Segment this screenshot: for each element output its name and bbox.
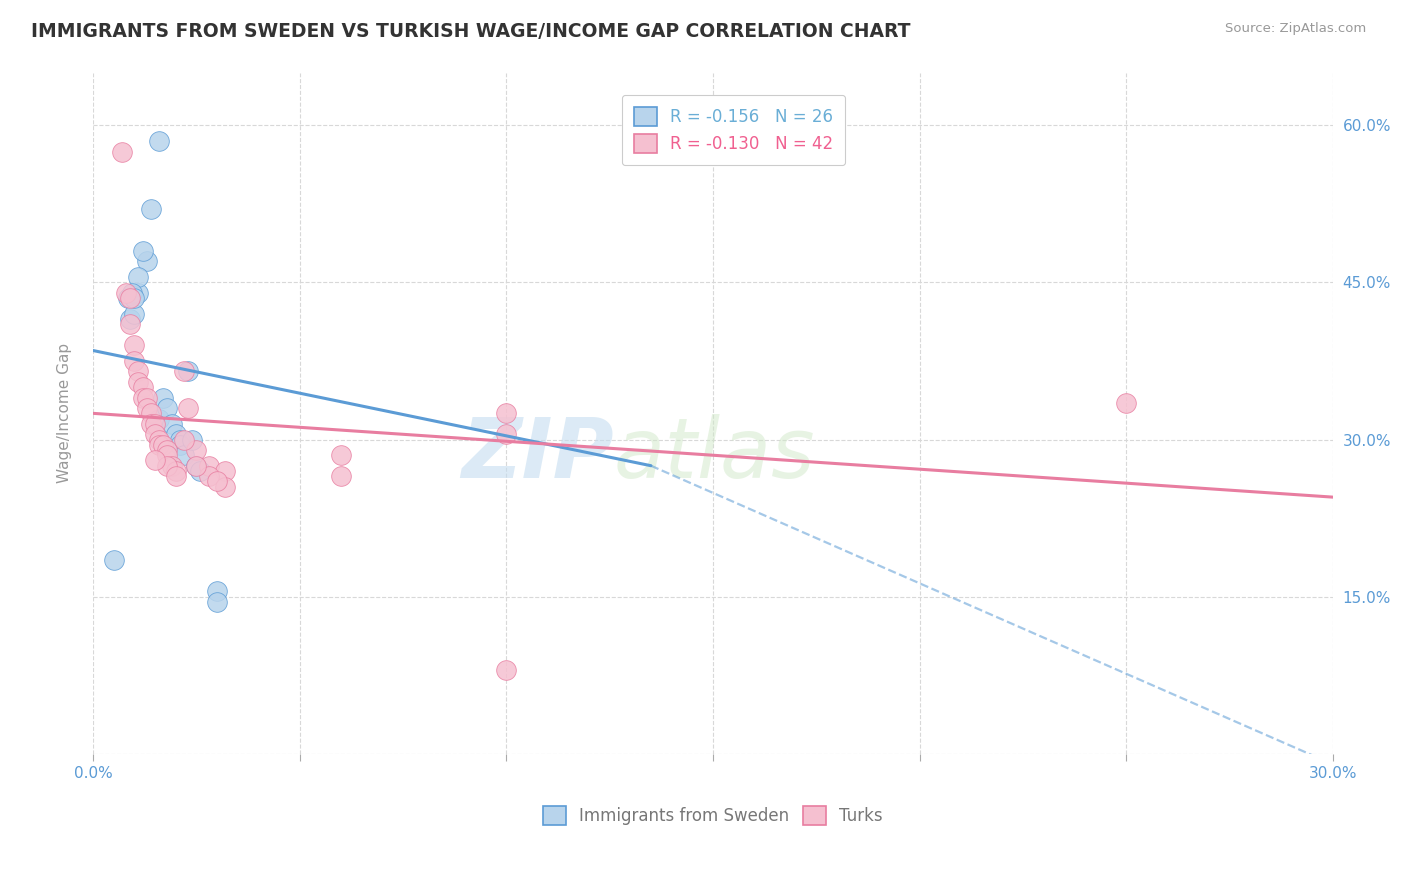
- Point: [124, 291, 146, 305]
- Point: [156, 458, 179, 473]
- Legend: Immigrants from Sweden, Turks: Immigrants from Sweden, Turks: [536, 799, 890, 832]
- Point: [165, 427, 187, 442]
- Point: [131, 391, 153, 405]
- Point: [124, 307, 146, 321]
- Point: [205, 584, 228, 599]
- Point: [131, 380, 153, 394]
- Point: [131, 244, 153, 258]
- Point: [173, 364, 195, 378]
- Point: [197, 458, 219, 473]
- Text: ZIP: ZIP: [461, 414, 613, 495]
- Point: [205, 595, 228, 609]
- Point: [135, 254, 157, 268]
- Point: [148, 134, 170, 148]
- Point: [186, 442, 208, 457]
- Point: [148, 433, 170, 447]
- Point: [148, 438, 170, 452]
- Point: [127, 364, 149, 378]
- Point: [152, 438, 174, 452]
- Point: [139, 406, 162, 420]
- Point: [120, 312, 142, 326]
- Point: [186, 458, 208, 473]
- Text: Source: ZipAtlas.com: Source: ZipAtlas.com: [1226, 22, 1367, 36]
- Y-axis label: Wage/Income Gap: Wage/Income Gap: [58, 343, 72, 483]
- Point: [495, 406, 517, 420]
- Point: [177, 364, 200, 378]
- Point: [152, 391, 174, 405]
- Point: [111, 145, 134, 159]
- Point: [177, 401, 200, 416]
- Point: [197, 469, 219, 483]
- Point: [156, 442, 179, 457]
- Point: [495, 427, 517, 442]
- Point: [160, 417, 183, 431]
- Point: [120, 318, 142, 332]
- Point: [165, 469, 187, 483]
- Point: [181, 433, 204, 447]
- Point: [173, 433, 195, 447]
- Point: [117, 291, 139, 305]
- Point: [143, 427, 166, 442]
- Point: [205, 475, 228, 489]
- Point: [120, 291, 142, 305]
- Point: [156, 448, 179, 462]
- Point: [165, 464, 187, 478]
- Point: [214, 480, 236, 494]
- Text: atlas: atlas: [613, 414, 815, 495]
- Point: [103, 553, 125, 567]
- Point: [495, 663, 517, 677]
- Text: IMMIGRANTS FROM SWEDEN VS TURKISH WAGE/INCOME GAP CORRELATION CHART: IMMIGRANTS FROM SWEDEN VS TURKISH WAGE/I…: [31, 22, 911, 41]
- Point: [214, 464, 236, 478]
- Point: [186, 458, 208, 473]
- Point: [139, 202, 162, 216]
- Point: [127, 270, 149, 285]
- Point: [190, 464, 212, 478]
- Point: [121, 285, 143, 300]
- Point: [143, 453, 166, 467]
- Point: [160, 458, 183, 473]
- Point: [156, 401, 179, 416]
- Point: [135, 391, 157, 405]
- Point: [1115, 396, 1137, 410]
- Point: [124, 338, 146, 352]
- Point: [127, 375, 149, 389]
- Point: [148, 411, 170, 425]
- Point: [135, 401, 157, 416]
- Point: [143, 417, 166, 431]
- Point: [169, 438, 191, 452]
- Point: [124, 354, 146, 368]
- Point: [173, 448, 195, 462]
- Point: [330, 448, 353, 462]
- Point: [169, 433, 191, 447]
- Point: [330, 469, 353, 483]
- Point: [127, 285, 149, 300]
- Point: [115, 285, 138, 300]
- Point: [139, 417, 162, 431]
